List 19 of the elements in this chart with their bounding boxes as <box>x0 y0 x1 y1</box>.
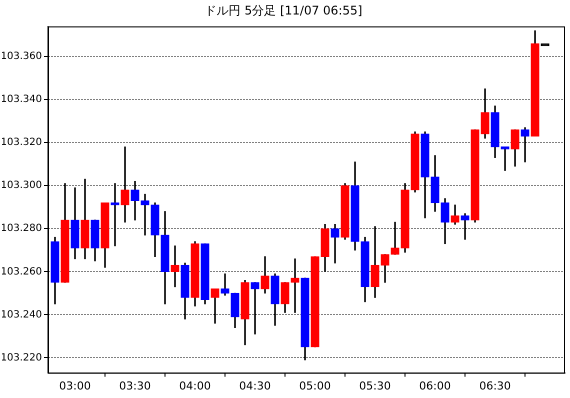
x-tick-label: 03:00 <box>59 379 91 392</box>
x-tick-label: 06:30 <box>479 379 511 392</box>
x-tick-label: 03:30 <box>119 379 151 392</box>
y-tick-label: 103.220 <box>0 352 42 364</box>
y-tick-label: 103.240 <box>0 309 42 320</box>
y-tick-label: 103.260 <box>0 266 42 278</box>
y-tick-label: 103.300 <box>0 180 42 192</box>
x-tick-label: 05:00 <box>299 379 331 392</box>
y-tick-label: 103.360 <box>0 51 42 62</box>
x-tick-label: 04:00 <box>179 379 211 392</box>
chart-title: ドル円 5分足 [11/07 06:55] <box>204 3 362 18</box>
y-tick-label: 103.280 <box>0 223 42 234</box>
y-tick-label: 103.340 <box>0 94 42 106</box>
y-tick-label: 103.320 <box>0 137 42 148</box>
x-tick-label: 06:00 <box>419 379 451 392</box>
candlestick <box>170 246 180 288</box>
x-tick-label: 04:30 <box>239 379 271 392</box>
x-tick-label: 05:30 <box>359 379 391 392</box>
candlestick <box>500 146 510 171</box>
